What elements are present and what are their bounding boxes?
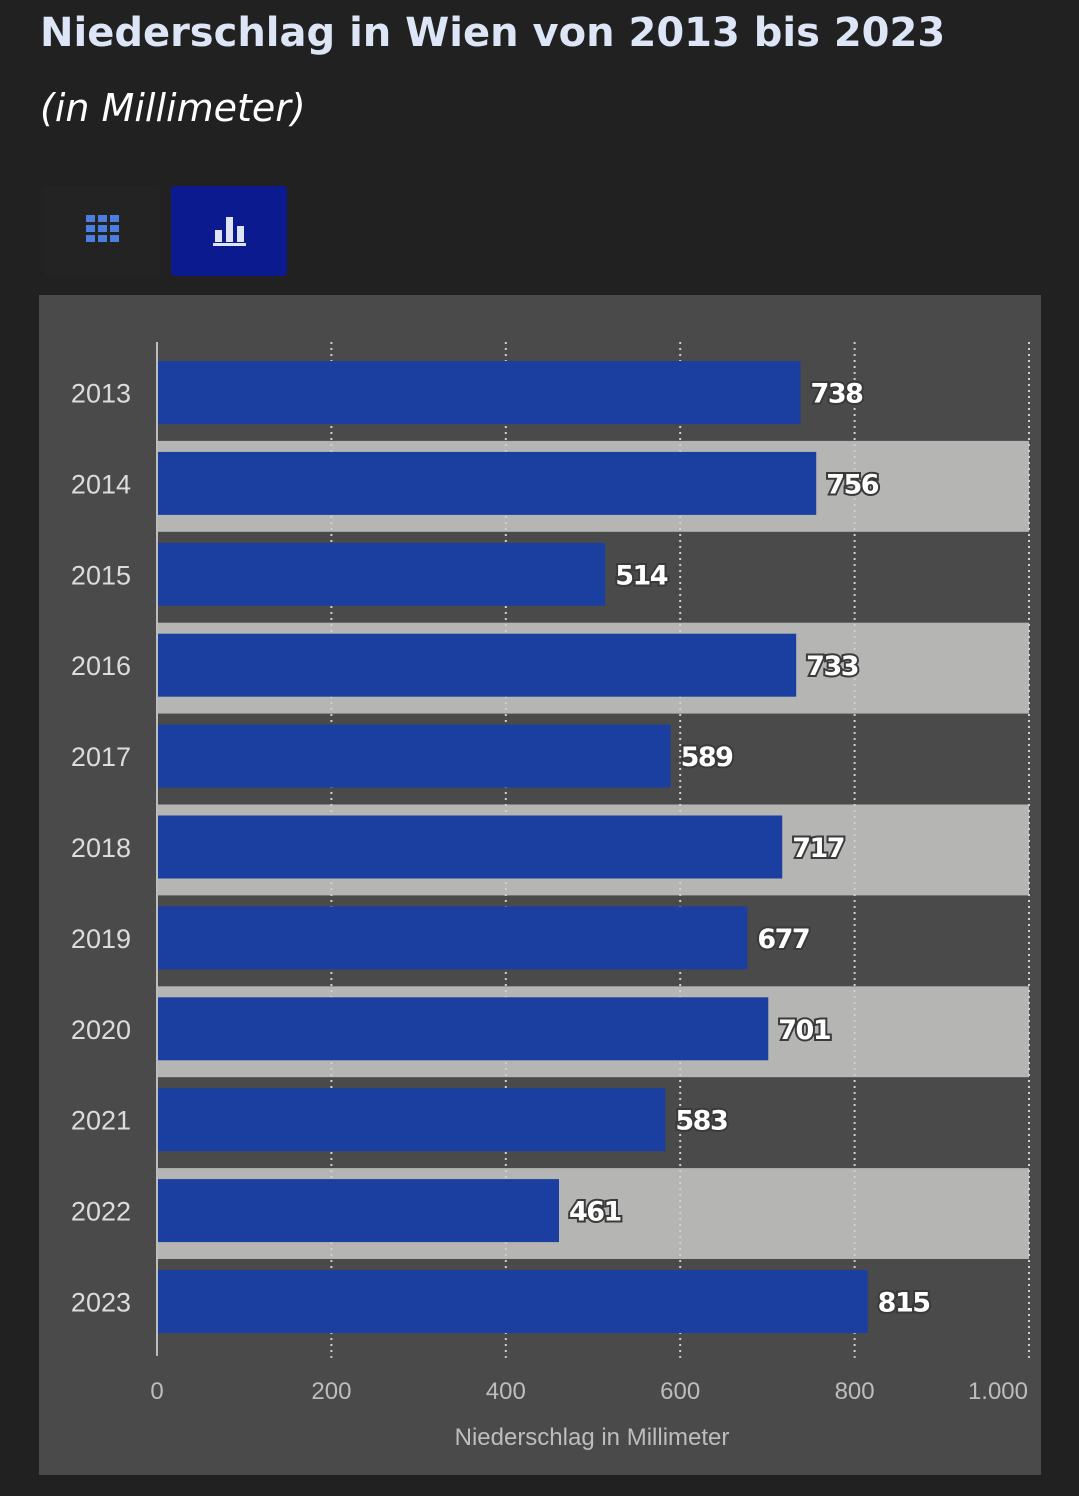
- bar-2017: [158, 724, 671, 788]
- category-label-2020: 2020: [71, 1015, 131, 1045]
- chart-panel: 2013 738 2014 756 2015 514 2016 733 2017 589 2018 7…: [39, 295, 1041, 1475]
- chart-view-tab[interactable]: [171, 186, 287, 276]
- value-label-2015: 514: [615, 560, 668, 591]
- value-label-2013: 738: [811, 379, 864, 410]
- bar-2020: [158, 997, 769, 1061]
- value-label-2022: 461: [569, 1197, 621, 1228]
- table-grid-icon: [86, 215, 119, 242]
- value-label-2023: 815: [878, 1288, 930, 1319]
- bar-2018: [158, 815, 783, 879]
- category-label-2019: 2019: [71, 924, 131, 954]
- bar-2019: [158, 906, 748, 970]
- table-view-tab[interactable]: [44, 186, 160, 276]
- bar-2021: [158, 1088, 666, 1152]
- chart-title: Niederschlag in Wien von 2013 bis 2023: [40, 10, 946, 56]
- x-tick-label-1000: 1.000: [968, 1378, 1028, 1405]
- value-label-2020: 701: [778, 1015, 830, 1046]
- chart-subtitle: (in Millimeter): [40, 86, 306, 130]
- value-label-2018: 717: [792, 833, 844, 864]
- value-label-2016: 733: [806, 651, 858, 682]
- bar-2015: [158, 542, 606, 606]
- category-label-2016: 2016: [71, 651, 131, 681]
- x-tick-label-200: 200: [311, 1378, 351, 1405]
- value-label-2017: 589: [681, 742, 734, 773]
- category-label-2021: 2021: [71, 1106, 131, 1136]
- x-tick-label-0: 0: [150, 1378, 163, 1405]
- bar-chart-icon: [213, 217, 246, 246]
- x-tick-label-600: 600: [660, 1378, 700, 1405]
- value-label-2019: 677: [757, 924, 809, 955]
- bar-2016: [158, 633, 797, 697]
- category-label-2022: 2022: [71, 1197, 131, 1227]
- category-label-2017: 2017: [71, 742, 131, 772]
- bar-2023: [158, 1270, 868, 1333]
- bar-chart: 2013 738 2014 756 2015 514 2016 733 2017 589 2018 7…: [71, 342, 1030, 1451]
- category-label-2013: 2013: [71, 379, 131, 409]
- bar-2013: [158, 361, 801, 424]
- value-label-2021: 583: [675, 1106, 727, 1137]
- category-label-2014: 2014: [71, 469, 131, 499]
- category-label-2023: 2023: [71, 1288, 131, 1318]
- bar-2014: [158, 451, 817, 515]
- value-label-2014: 756: [826, 469, 879, 500]
- x-tick-label-800: 800: [835, 1378, 875, 1405]
- x-axis-title: Niederschlag in Millimeter: [455, 1424, 730, 1451]
- category-label-2018: 2018: [71, 833, 131, 863]
- x-tick-label-400: 400: [486, 1378, 526, 1405]
- category-label-2015: 2015: [71, 560, 131, 590]
- bar-2022: [158, 1179, 559, 1243]
